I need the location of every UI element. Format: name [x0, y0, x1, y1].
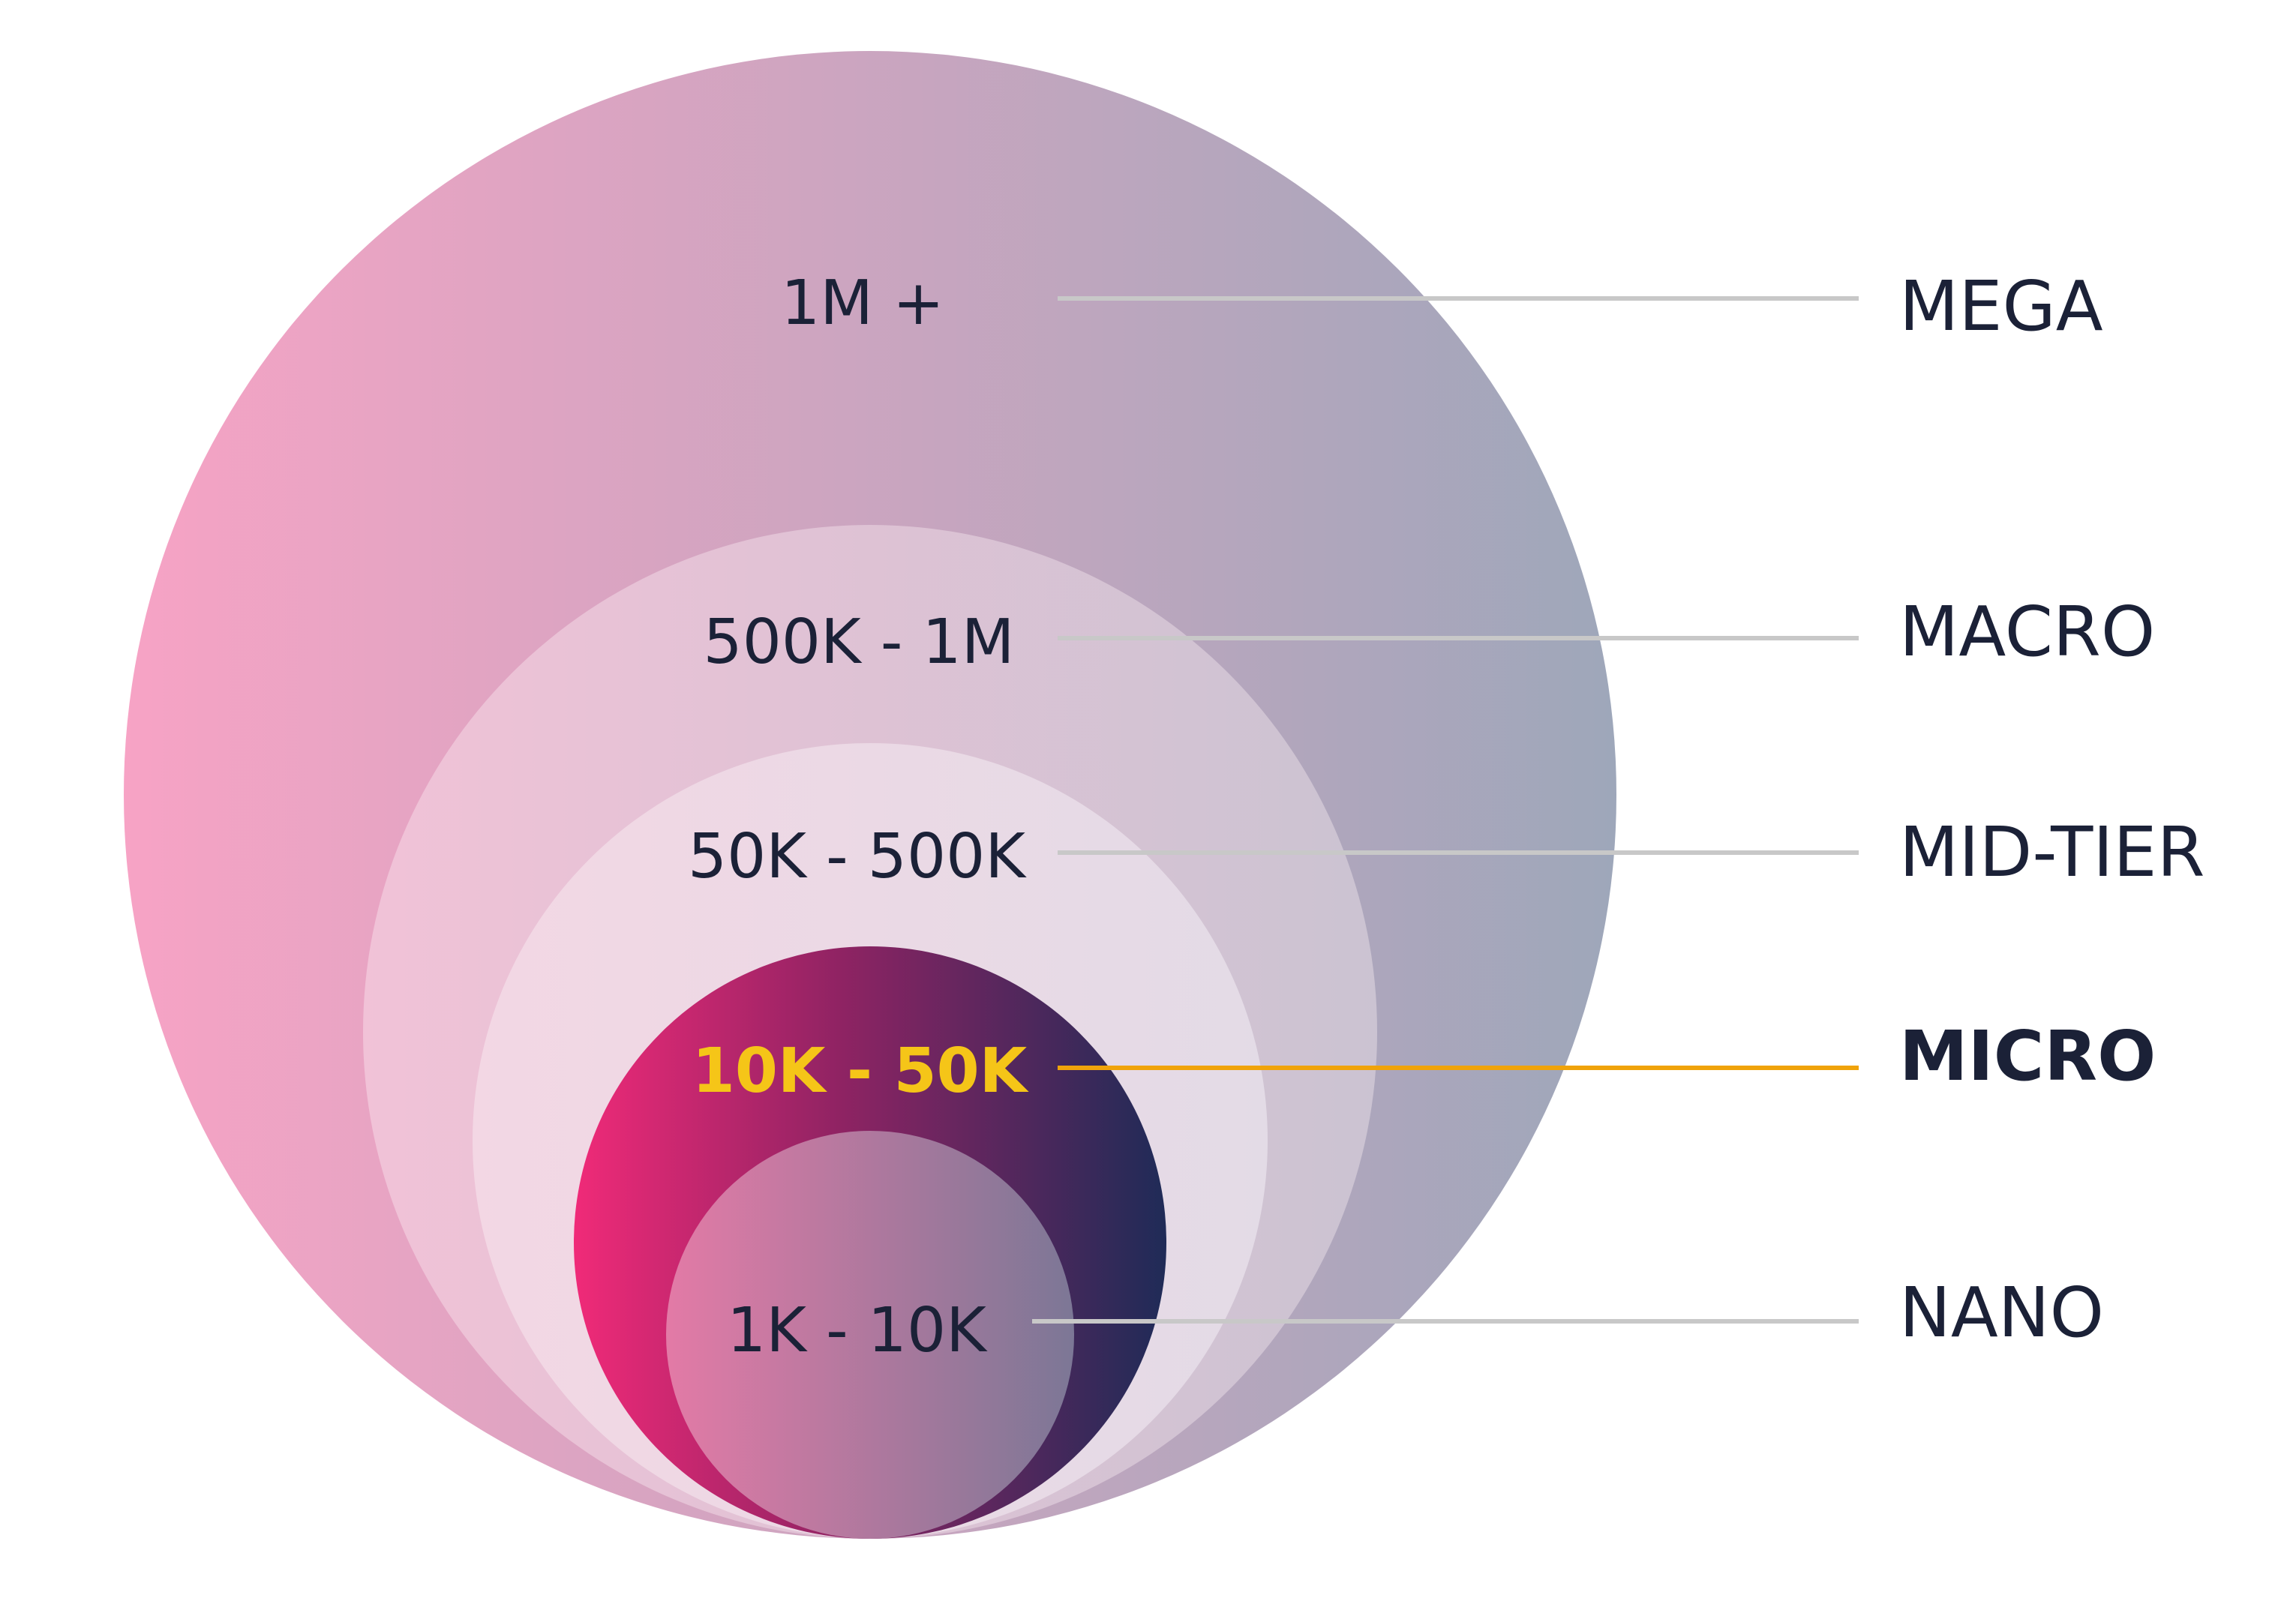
- range-label-nano: 1K - 10K: [727, 1295, 988, 1366]
- circle-nano: [666, 1131, 1074, 1539]
- tier-label-mid-tier: MID-TIER: [1899, 812, 2205, 892]
- range-label-macro: 500K - 1M: [704, 607, 1015, 678]
- tier-label-nano: NANO: [1899, 1273, 2104, 1353]
- range-label-mid-tier: 50K - 500K: [688, 821, 1027, 892]
- range-label-micro: 10K - 50K: [692, 1036, 1030, 1107]
- tier-label-macro: MACRO: [1899, 592, 2155, 672]
- range-label-mega: 1M +: [781, 268, 944, 339]
- tier-label-micro: MICRO: [1899, 1016, 2156, 1096]
- tier-label-mega: MEGA: [1899, 266, 2103, 346]
